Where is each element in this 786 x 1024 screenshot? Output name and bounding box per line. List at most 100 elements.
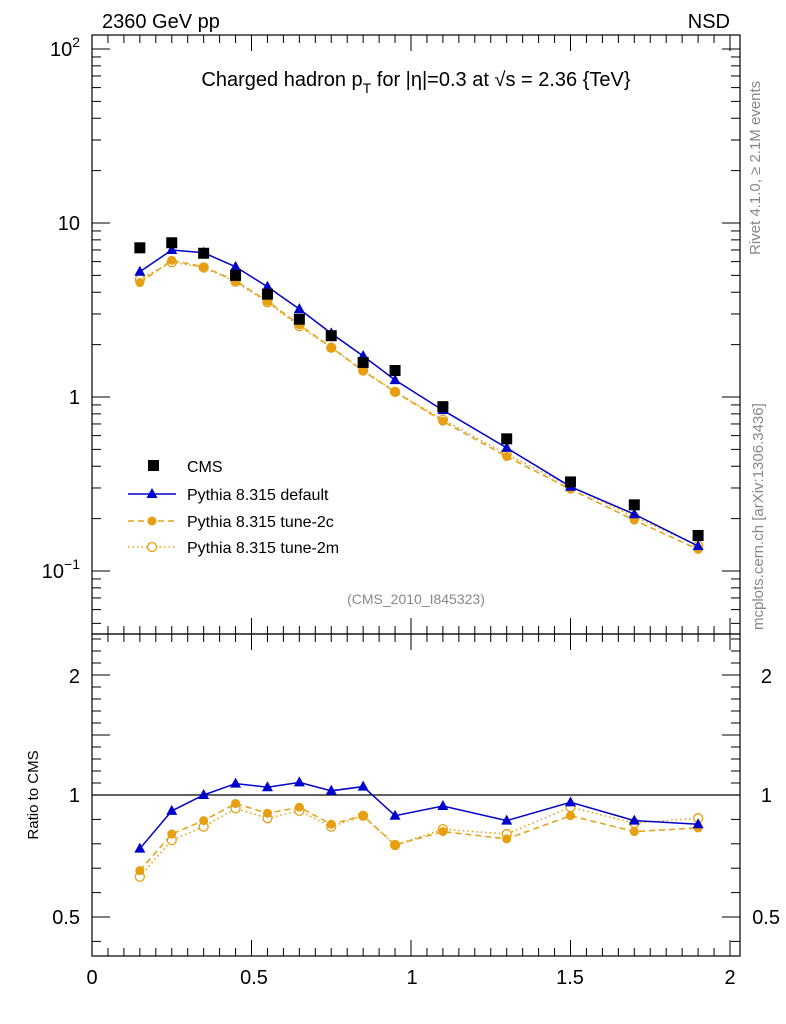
ytick-label-10: 10 — [58, 213, 80, 235]
cms-point — [389, 365, 401, 377]
process-label: NSD — [688, 11, 730, 33]
default-point — [166, 243, 178, 254]
plot-title-part3: = 2.36 {TeV} — [515, 69, 630, 91]
default-point — [293, 303, 305, 314]
plot-title-part2: for |η|=0.3 at — [371, 69, 494, 91]
ratio-series-group — [134, 776, 704, 882]
tune2c-point — [438, 416, 448, 426]
default-point — [628, 814, 640, 825]
main-axis-ticks — [91, 35, 740, 634]
main-panel: Charged hadron pT for |η|=0.3 at √s = 2.… — [42, 34, 741, 635]
default-point — [261, 280, 273, 291]
default-point — [198, 789, 210, 799]
legend-cms-label: CMS — [187, 459, 223, 476]
energy-label: 2360 GeV pp — [102, 11, 220, 33]
tune2c-point — [358, 366, 368, 376]
ratio-axis-ticks — [91, 634, 740, 956]
tune2c-line — [139, 802, 699, 872]
default-point — [389, 809, 401, 820]
default-point — [261, 781, 273, 792]
default-point — [325, 784, 337, 795]
cms-point — [198, 247, 210, 259]
default-point — [293, 776, 305, 787]
cms-point — [357, 356, 369, 368]
ratio-ytick-label-right-0.5: 0.5 — [752, 907, 780, 929]
ratio-panel: 2 1 0.5 2 1 0.5 Ratio to CMS 0 0.5 1 1.5… — [25, 633, 780, 989]
default-point — [692, 540, 704, 551]
tune2c-point — [326, 819, 336, 829]
default-point — [501, 441, 513, 452]
cms-point — [166, 237, 178, 249]
plot-title-subscript: T — [363, 80, 372, 96]
tune2c-point — [199, 262, 209, 272]
cms-point — [261, 288, 273, 300]
tune2c-point — [262, 808, 272, 818]
tune2c-point — [629, 827, 639, 837]
default-point — [166, 804, 178, 815]
ratio-ylabel: Ratio to CMS — [25, 750, 42, 839]
default-point — [692, 818, 704, 829]
ratio-ytick-label-right-2: 2 — [761, 666, 772, 688]
cms-point — [628, 499, 640, 511]
legend-cms-marker — [148, 460, 159, 471]
default-point — [134, 842, 146, 853]
legend-default-marker — [146, 488, 158, 498]
default-point — [501, 814, 513, 825]
default-point — [437, 799, 449, 810]
ratio-ytick-label-1: 1 — [69, 785, 80, 807]
cms-point — [501, 433, 513, 445]
tune2c-line — [139, 259, 699, 551]
default-point — [565, 796, 576, 807]
tune2c-point — [390, 840, 400, 850]
cms-point — [325, 330, 337, 342]
cms-point — [293, 313, 305, 325]
default-point — [230, 260, 242, 271]
tune2c-point — [502, 834, 512, 844]
ytick-label-0.1: 10−1 — [42, 556, 80, 583]
ytick-label-100: 102 — [50, 34, 80, 61]
tune2c-point — [438, 827, 448, 837]
xtick-label-0: 0 — [86, 967, 97, 989]
main-series-group — [134, 237, 704, 554]
tune2c-point — [390, 387, 400, 397]
plot-title: Charged hadron pT for |η|=0.3 at √s = 2.… — [201, 69, 630, 96]
tune2c-point — [199, 816, 209, 826]
tune2c-point — [231, 799, 241, 809]
analysis-id: (CMS_2010_I845323) — [347, 591, 485, 607]
rivet-version-text: Rivet 4.1.0, ≥ 2.1M events — [747, 81, 764, 255]
legend: CMS Pythia 8.315 default Pythia 8.315 tu… — [128, 459, 339, 557]
cms-point — [230, 269, 242, 281]
tune2c-point — [358, 811, 368, 821]
xtick-label-2: 2 — [724, 967, 735, 989]
ratio-ytick-label-right-1: 1 — [761, 785, 772, 807]
xtick-label-1: 1 — [406, 967, 417, 989]
legend-tune2m-label: Pythia 8.315 tune-2m — [187, 540, 339, 557]
legend-default-label: Pythia 8.315 default — [187, 487, 329, 504]
tune2c-point — [502, 452, 512, 462]
xtick-label-1.5: 1.5 — [556, 967, 584, 989]
tune2c-point — [326, 342, 336, 352]
tune2c-point — [294, 802, 304, 812]
cms-point — [565, 476, 576, 488]
plot-title-sqrt: √s — [494, 69, 515, 91]
legend-tune2m-marker — [146, 541, 158, 553]
default-line — [139, 781, 699, 850]
tune2m-line — [139, 806, 699, 878]
tune2c-point — [135, 866, 145, 876]
default-point — [134, 265, 146, 276]
tune2c-point — [167, 255, 177, 265]
default-point — [628, 508, 640, 519]
cms-point — [134, 242, 146, 254]
mcplots-source-text: mcplots.cern.ch [arXiv:1306.3436] — [750, 403, 767, 630]
legend-tune2c-label: Pythia 8.315 tune-2c — [187, 514, 334, 531]
ratio-ytick-label-0.5: 0.5 — [52, 907, 80, 929]
tune2c-point — [566, 811, 575, 821]
ytick-label-1: 1 — [69, 387, 80, 409]
legend-tune2c-marker — [147, 516, 157, 526]
tune2c-point — [135, 278, 145, 288]
tune2c-point — [167, 829, 177, 839]
default-point — [230, 777, 242, 788]
cms-point — [437, 401, 449, 413]
cms-point — [692, 529, 704, 541]
